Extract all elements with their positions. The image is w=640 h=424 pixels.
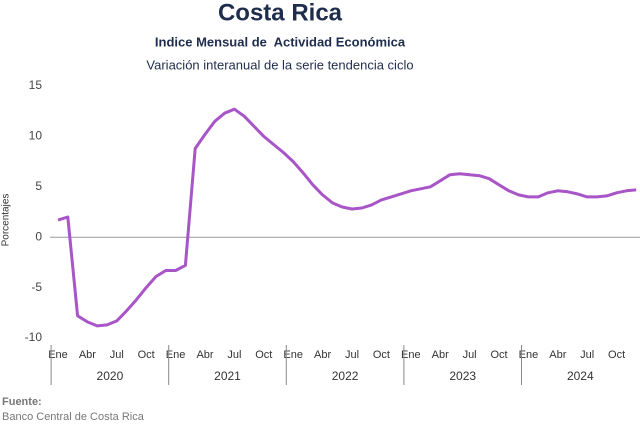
x-tick-label: Abr (432, 349, 449, 361)
x-tick-label: Oct (255, 349, 272, 361)
y-tick-label: 5 (35, 179, 42, 193)
x-tick-label: Abr (196, 349, 213, 361)
y-axis-label: Porcentajes (1, 194, 12, 247)
x-tick-label: Oct (138, 349, 155, 361)
x-tick-label: Ene (519, 349, 539, 361)
x-tick-label: Jul (110, 349, 124, 361)
y-tick-label: 0 (35, 229, 42, 243)
x-tick-label: Ene (401, 349, 421, 361)
x-tick-label: Oct (373, 349, 390, 361)
x-tick-label: Ene (48, 349, 68, 361)
x-tick-label: Abr (549, 349, 566, 361)
y-tick-label: -5 (31, 280, 42, 294)
x-tick-label: Oct (490, 349, 507, 361)
x-tick-label: Abr (79, 349, 96, 361)
group-label: 2021 (214, 369, 241, 383)
x-tick-label: Ene (166, 349, 186, 361)
x-tick-label: Jul (580, 349, 594, 361)
chart-subtitle: Indice Mensual de Actividad Económica (155, 34, 406, 49)
source-label: Fuente: (2, 396, 42, 408)
y-tick-label: -10 (25, 330, 43, 344)
x-tick-label: Abr (314, 349, 331, 361)
group-label: 2023 (449, 369, 476, 383)
group-label: 2020 (97, 369, 124, 383)
chart-subtitle-2: Variación interanual de la serie tendenc… (146, 57, 413, 72)
x-tick-label: Ene (283, 349, 303, 361)
x-tick-label: Jul (227, 349, 241, 361)
y-tick-label: 15 (29, 78, 43, 92)
source-text: Banco Central de Costa Rica (2, 411, 145, 423)
x-tick-label: Jul (345, 349, 359, 361)
x-tick-label: Oct (608, 349, 625, 361)
chart-title: Costa Rica (218, 0, 343, 26)
data-line (57, 107, 637, 328)
group-label: 2024 (567, 369, 594, 383)
x-tick-label: Jul (463, 349, 477, 361)
group-label: 2022 (332, 369, 359, 383)
y-tick-label: 10 (29, 129, 43, 143)
